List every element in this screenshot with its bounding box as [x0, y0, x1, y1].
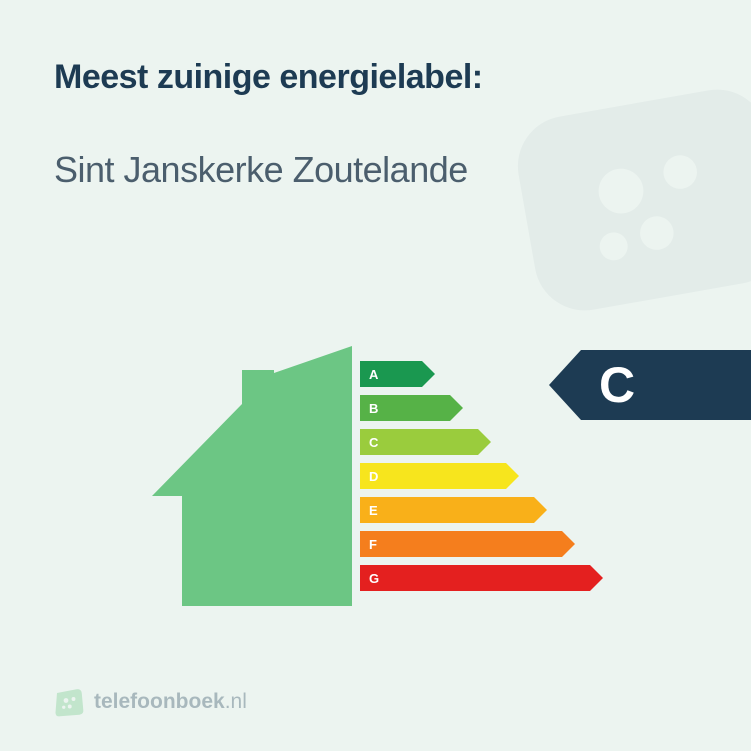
energy-bar-label: D [369, 469, 378, 484]
energy-bar-d: D [360, 463, 506, 489]
house-icon [152, 346, 352, 606]
footer-brand-light: .nl [225, 690, 247, 713]
bar-arrowhead [422, 361, 435, 387]
indicator-letter: C [599, 356, 635, 414]
energy-bar-label: B [369, 401, 378, 416]
energy-bar-b: B [360, 395, 450, 421]
energy-bar-a: A [360, 361, 422, 387]
energy-bar-row: D [360, 459, 590, 493]
house-shape [152, 346, 352, 606]
energy-label-card: Meest zuinige energielabel: Sint Jansker… [0, 0, 751, 751]
rating-indicator: C [549, 350, 751, 420]
bar-arrowhead [590, 565, 603, 591]
energy-bar-label: G [369, 571, 379, 586]
indicator-body: C [581, 350, 751, 420]
energy-bar-label: C [369, 435, 378, 450]
bar-arrowhead [478, 429, 491, 455]
footer-logo-icon [54, 687, 84, 717]
energy-bar-c: C [360, 429, 478, 455]
energy-bar-row: F [360, 527, 590, 561]
footer-brand-bold: telefoonboek [94, 690, 225, 713]
bar-arrowhead [562, 531, 575, 557]
bar-arrowhead [534, 497, 547, 523]
energy-bar-label: A [369, 367, 378, 382]
energy-bar-row: E [360, 493, 590, 527]
energy-bar-label: E [369, 503, 378, 518]
footer-brand: telefoonboek.nl [54, 687, 247, 717]
energy-bar-f: F [360, 531, 562, 557]
bar-arrowhead [506, 463, 519, 489]
bar-arrowhead [450, 395, 463, 421]
energy-bar-label: F [369, 537, 377, 552]
energy-bar-row: C [360, 425, 590, 459]
energy-bar-row: G [360, 561, 590, 595]
footer-text: telefoonboek.nl [94, 690, 247, 714]
energy-label-diagram: A B C D E F G C [0, 330, 751, 620]
background-watermark-icon [489, 38, 751, 362]
energy-bar-e: E [360, 497, 534, 523]
indicator-arrowhead [549, 350, 581, 420]
energy-bar-g: G [360, 565, 590, 591]
